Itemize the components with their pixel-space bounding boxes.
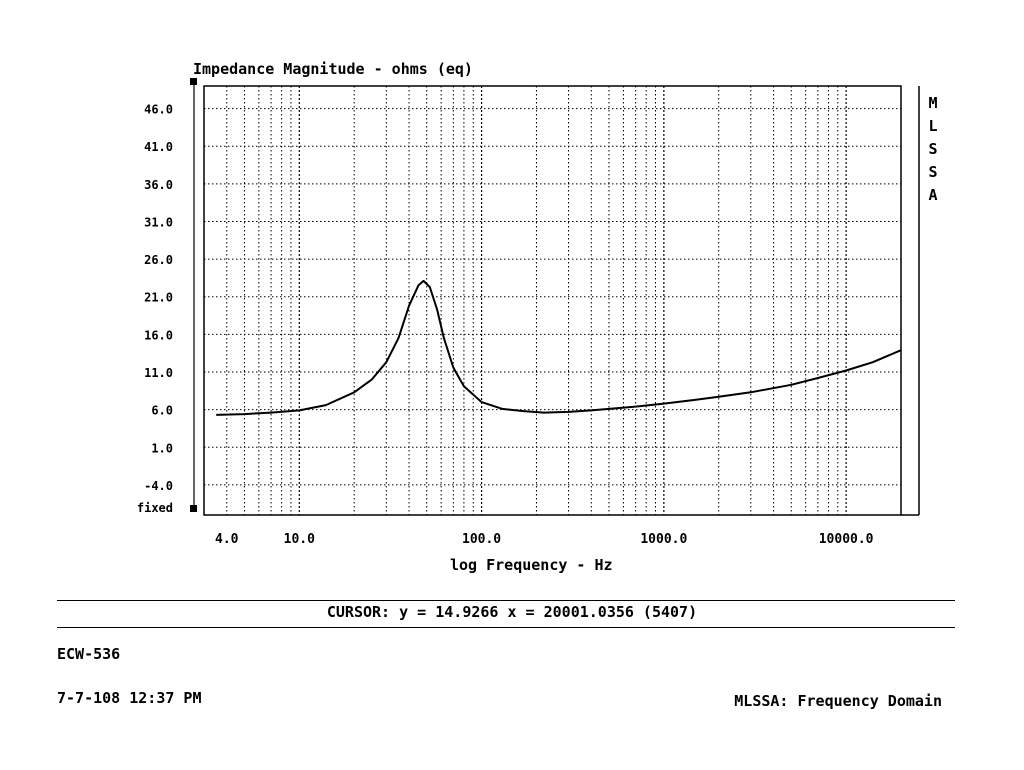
y-tick-label: 21.0 (144, 291, 173, 305)
x-tick-label: 4.0 (215, 532, 239, 547)
side-letter: L (928, 117, 938, 135)
side-letter: S (928, 163, 938, 181)
cursor-bottom-rule (57, 627, 955, 628)
y-tick-label: 36.0 (144, 178, 173, 192)
plot-frame (203, 85, 902, 516)
y-tick-label: 1.0 (151, 441, 173, 455)
domain-label: MLSSA: Frequency Domain (734, 692, 942, 710)
impedance-curve (216, 279, 902, 416)
y-tick-label: 41.0 (144, 140, 173, 154)
y-tick-label: 31.0 (144, 215, 173, 229)
side-letter: M (928, 94, 938, 112)
date-time: 7-7-108 12:37 PM (57, 689, 202, 707)
x-tick-label: 10.0 (284, 532, 315, 547)
y-tick-label: -4.0 (144, 479, 173, 493)
impedance-chart: 46.0 41.0 36.0 31.0 26.0 21.0 16.0 11.0 6.0 1.0 -4… (137, 78, 920, 547)
chart-title: Impedance Magnitude - ohms (eq) (193, 60, 473, 78)
y-tick-label: 26.0 (144, 253, 173, 267)
scale-marker-top (190, 78, 197, 85)
x-tick-label: 10000.0 (819, 532, 874, 547)
y-tick-label: 16.0 (144, 328, 173, 342)
y-tick-label: 46.0 (144, 103, 173, 117)
y-tick-label: 6.0 (151, 404, 173, 418)
x-tick-label: 100.0 (462, 532, 501, 547)
mlssa-side-label: M L S S A (926, 92, 940, 207)
x-tick-label: 1000.0 (640, 532, 687, 547)
x-axis-label: log Frequency - Hz (450, 556, 613, 574)
grid (203, 85, 920, 516)
cursor-readout: CURSOR: y = 14.9266 x = 20001.0356 (5407… (326, 603, 698, 621)
scale-marker-bottom (190, 505, 197, 512)
side-letter: S (928, 140, 938, 158)
side-letter: A (928, 186, 938, 204)
y-tick-label: 11.0 (144, 366, 173, 380)
cursor-top-rule (57, 600, 955, 601)
y-bottom-label: fixed (137, 501, 173, 515)
file-id: ECW-536 (57, 645, 121, 663)
